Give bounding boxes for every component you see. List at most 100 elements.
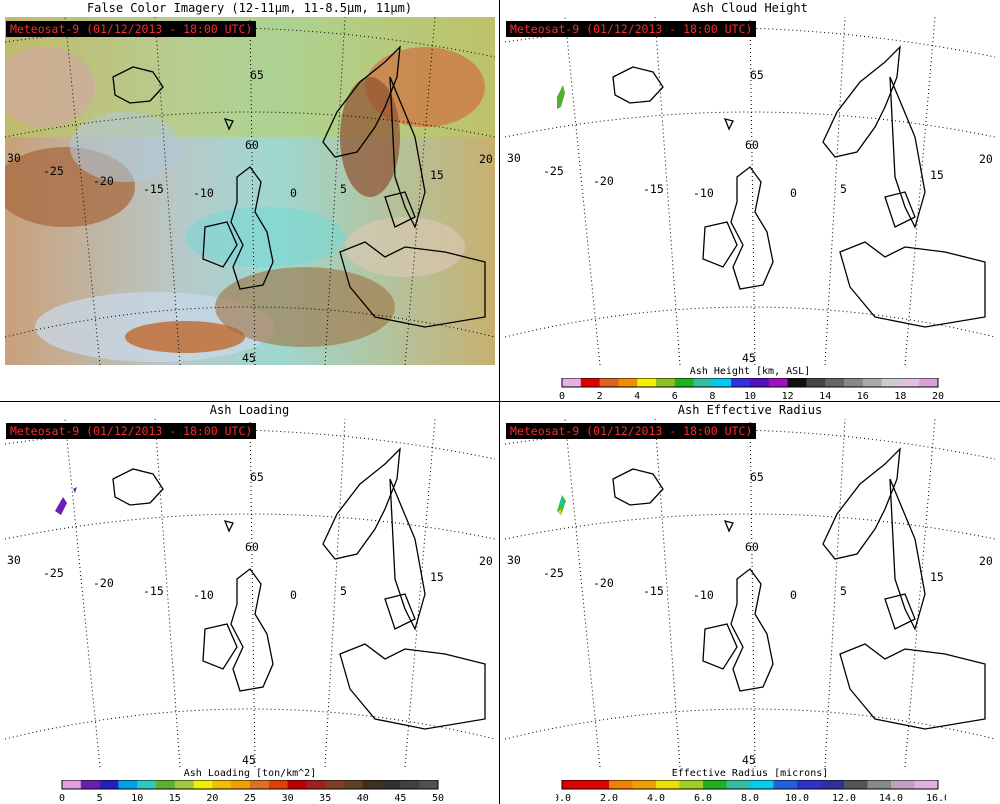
colorbar-tick-label: 14.0 xyxy=(879,793,903,802)
colorbar-tick-label: 10 xyxy=(744,391,756,400)
panel-title: False Color Imagery (12-11μm, 11-8.5μm, … xyxy=(86,1,413,15)
colorbar-tick-label: 30 xyxy=(282,793,294,802)
panel-title: Ash Effective Radius xyxy=(677,403,823,417)
lon-label: 15 xyxy=(430,570,444,584)
ash-radius-panel: Ash Effective Radius 65 60 45 30 -25 -20… xyxy=(500,402,1000,804)
colorbar-tick-label: 4.0 xyxy=(647,793,665,802)
colorbar-frame xyxy=(561,378,939,388)
lon-label: -20 xyxy=(593,174,614,188)
lon-label: 30 xyxy=(7,151,21,165)
colorbar-swatch xyxy=(362,780,383,789)
colorbar-swatch xyxy=(618,378,638,387)
colorbar-tick-label: 2.0 xyxy=(600,793,618,802)
colorbar-swatch xyxy=(797,780,821,789)
colorbar-swatch xyxy=(325,780,345,789)
colorbar-tick-label: 10.0 xyxy=(785,793,809,802)
colorbar-tick-label: 2 xyxy=(597,391,603,400)
lon-label: 5 xyxy=(840,182,847,196)
ash-plume xyxy=(558,509,561,514)
colorbar-frame xyxy=(61,780,439,790)
lon-label: 20 xyxy=(479,152,493,166)
colorbar-label: Ash Loading [ton/km^2] xyxy=(183,768,317,779)
lat-label: 45 xyxy=(242,351,256,365)
lon-label: 30 xyxy=(507,151,521,165)
colorbar-swatch xyxy=(400,780,420,789)
colorbar-tick-label: 8 xyxy=(709,391,715,400)
ash-plume xyxy=(55,497,67,515)
colorbar-swatch xyxy=(726,780,751,789)
ash-plume xyxy=(560,499,564,505)
colorbar-swatch xyxy=(80,780,101,789)
colorbar-swatch xyxy=(99,780,119,789)
colorbar-swatch xyxy=(773,780,798,789)
colorbar-tick-label: 45 xyxy=(394,793,406,802)
colorbar-swatch xyxy=(844,780,868,789)
colorbar-swatch xyxy=(562,780,586,789)
lon-label: -20 xyxy=(93,174,114,188)
colorbar-label: Ash Height [km, ASL] xyxy=(689,366,811,377)
lon-label: -15 xyxy=(143,182,164,196)
lon-label: 5 xyxy=(340,182,347,196)
colorbar-swatch xyxy=(768,378,789,387)
lon-label: -25 xyxy=(543,566,564,580)
colorbar-tick-label: 4 xyxy=(634,391,640,400)
colorbar-tick-label: 20 xyxy=(932,391,944,400)
timestamp-label: Meteosat-9 (01/12/2013 - 18:00 UTC) xyxy=(506,423,757,439)
colorbar-tick-label: 20 xyxy=(206,793,218,802)
lon-label: 20 xyxy=(979,554,993,568)
lon-label: -15 xyxy=(143,584,164,598)
lon-label: -10 xyxy=(193,186,214,200)
colorbar-tick-label: 5 xyxy=(97,793,103,802)
colorbar-tick-label: 16 xyxy=(857,391,869,400)
colorbar-swatch xyxy=(731,378,751,387)
colorbar-tick-label: 15 xyxy=(169,793,181,802)
panel-title: Ash Loading xyxy=(209,403,290,417)
lon-label: -20 xyxy=(93,576,114,590)
lat-label: 60 xyxy=(745,540,759,554)
lon-label: 0 xyxy=(290,588,297,602)
lon-label: 30 xyxy=(507,553,521,567)
lat-label: 45 xyxy=(242,753,256,767)
colorbar-tick-label: 8.0 xyxy=(741,793,759,802)
colorbar-swatch xyxy=(156,780,176,789)
colorbar-swatch xyxy=(787,378,807,387)
colorbar-swatch xyxy=(580,378,601,387)
colorbar-swatch xyxy=(750,378,770,387)
lon-label: -15 xyxy=(643,182,664,196)
colorbar-swatch xyxy=(599,378,619,387)
timestamp-label: Meteosat-9 (01/12/2013 - 18:00 UTC) xyxy=(6,423,257,439)
lat-label: 65 xyxy=(250,470,264,484)
ash-height-map: 65 60 45 30 -25 -20 -15 -10 0 5 15 20 xyxy=(505,17,995,365)
colorbar-swatch xyxy=(306,780,326,789)
lon-label: 30 xyxy=(7,553,21,567)
timestamp-label: Meteosat-9 (01/12/2013 - 18:00 UTC) xyxy=(506,21,757,37)
colorbar-swatch xyxy=(562,378,582,387)
ash-radius-colorbar: 0.0 2.0 4.0 6.0 8.0 10.0 12.0 14.0 16.0 xyxy=(556,780,946,802)
colorbar-swatch xyxy=(914,780,939,789)
lon-label: -25 xyxy=(543,164,564,178)
colorbar-swatch xyxy=(609,780,633,789)
lat-label: 60 xyxy=(745,138,759,152)
lon-label: 0 xyxy=(790,186,797,200)
colorbar-swatch xyxy=(919,378,939,387)
colorbar-swatch xyxy=(891,780,915,789)
colorbar-swatch xyxy=(268,780,289,789)
colorbar-tick-label: 0 xyxy=(559,391,565,400)
lon-label: -15 xyxy=(643,584,664,598)
colorbar-swatch xyxy=(693,378,713,387)
colorbar-tick-label: 0 xyxy=(59,793,65,802)
colorbar-swatch xyxy=(137,780,157,789)
panel-title: Ash Cloud Height xyxy=(692,1,808,15)
ash-plume xyxy=(557,495,566,515)
colorbar-swatch xyxy=(900,378,920,387)
lon-label: -25 xyxy=(43,566,64,580)
colorbar-tick-label: 50 xyxy=(432,793,444,802)
lon-label: 15 xyxy=(930,570,944,584)
ash-radius-map: 65 60 45 30 -25 -20 -15 -10 0 5 15 20 xyxy=(505,419,995,767)
colorbar-label: Effective Radius [microns] xyxy=(671,768,829,779)
colorbar-swatch xyxy=(656,780,680,789)
colorbar-tick-label: 12 xyxy=(782,391,794,400)
colorbar-tick-label: 40 xyxy=(357,793,369,802)
lon-label: 5 xyxy=(840,584,847,598)
colorbar-swatch xyxy=(585,780,610,789)
